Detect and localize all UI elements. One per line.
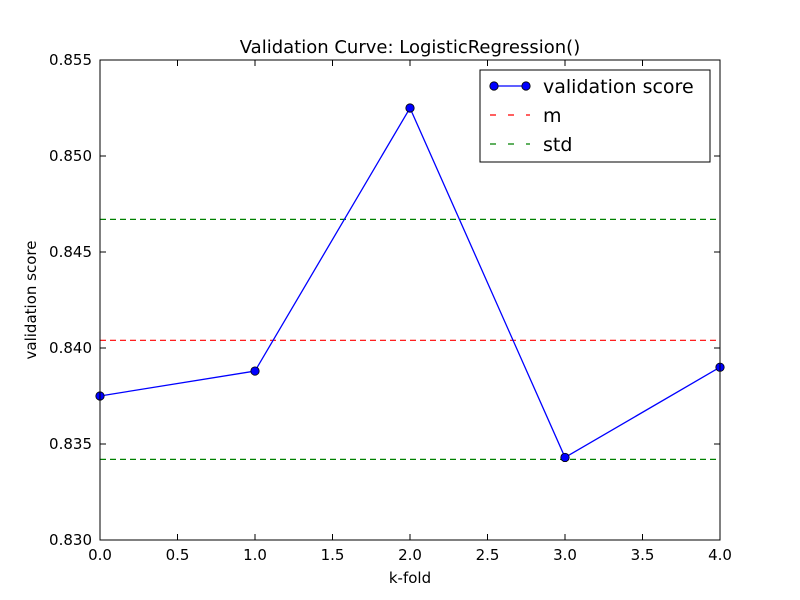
validation-score-point xyxy=(250,366,260,376)
legend-label: std xyxy=(543,134,572,156)
x-tick-label: 2.5 xyxy=(476,546,500,564)
x-tick-label: 1.0 xyxy=(243,546,267,564)
legend-swatch-marker xyxy=(489,81,499,91)
chart-title: Validation Curve: LogisticRegression() xyxy=(240,37,580,58)
x-tick-label: 2.0 xyxy=(398,546,422,564)
legend-box xyxy=(479,69,711,163)
validation-score-point xyxy=(560,452,570,463)
y-tick-label: 0.835 xyxy=(49,435,92,453)
x-tick-label: 0.0 xyxy=(88,546,112,564)
legend-label: validation score xyxy=(543,76,694,98)
legend-label: m xyxy=(543,105,562,127)
x-tick-label: 3.0 xyxy=(553,546,577,564)
y-tick-label: 0.845 xyxy=(49,243,92,261)
y-axis-label: validation score xyxy=(22,241,40,360)
legend-swatch-marker xyxy=(521,81,531,91)
y-tick-label: 0.830 xyxy=(49,531,92,549)
validation-score-point xyxy=(405,103,415,113)
x-tick-label: 0.5 xyxy=(166,546,190,564)
x-tick-label: 4.0 xyxy=(708,546,732,564)
x-tick-label: 3.5 xyxy=(631,546,655,564)
y-tick-label: 0.840 xyxy=(49,339,92,357)
x-tick-label: 1.5 xyxy=(321,546,345,564)
x-axis-label: k-fold xyxy=(389,569,431,587)
y-tick-label: 0.855 xyxy=(49,51,92,69)
y-tick-label: 0.850 xyxy=(49,147,92,165)
legend: validation score m std xyxy=(479,69,711,163)
